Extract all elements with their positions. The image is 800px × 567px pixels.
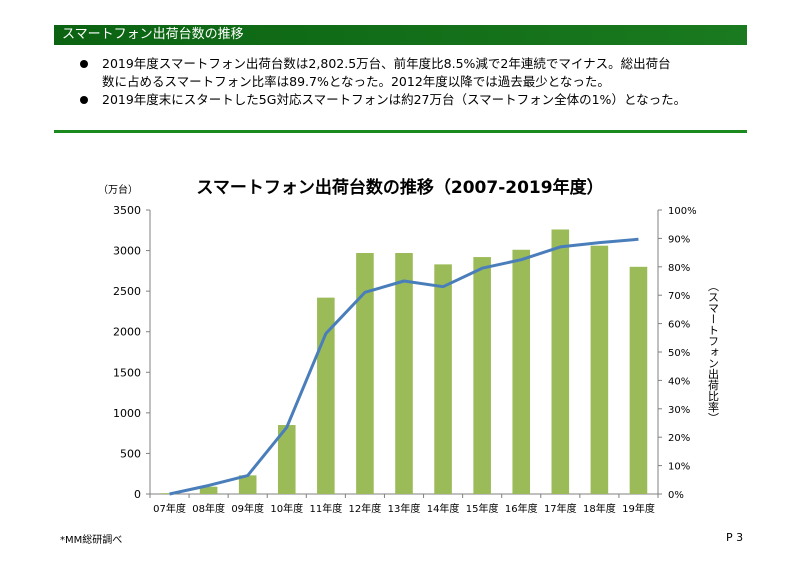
right-axis-label: （スマートフォン出荷比率） <box>707 281 720 424</box>
page-number: P 3 <box>726 531 744 544</box>
left-axis-tick-label: 1000 <box>113 407 141 420</box>
x-axis-tick-label: 19年度 <box>622 502 655 515</box>
bar <box>590 245 609 494</box>
bar <box>512 249 531 494</box>
right-axis-tick-label: 10% <box>668 462 690 473</box>
bar <box>395 253 413 494</box>
chart-title: スマートフォン出荷台数の推移（2007-2019年度） <box>196 177 603 198</box>
right-axis-tick-label: 40% <box>668 376 690 387</box>
left-axis-tick-label: 0 <box>134 488 141 501</box>
bullet-list: 2019年度スマートフォン出荷台数は2,802.5万台、前年度比8.5%減で2年… <box>80 55 760 109</box>
bar <box>277 425 296 494</box>
section-header-bar: スマートフォン出荷台数の推移 <box>54 25 747 45</box>
left-axis-tick-label: 3000 <box>113 245 141 258</box>
right-axis-tick-label: 70% <box>668 291 690 302</box>
left-axis-tick-label: 2500 <box>113 285 141 298</box>
right-axis-tick-label: 30% <box>668 405 690 416</box>
bullet-item: 2019年度末にスタートした5G対応スマートフォンは約27万台（スマートフォン全… <box>80 91 760 109</box>
right-axis-tick-label: 100% <box>668 206 697 217</box>
bar <box>473 257 491 494</box>
right-axis-tick-label: 80% <box>668 263 690 274</box>
bar <box>238 475 257 494</box>
bullet-dot-icon <box>80 96 88 104</box>
bar <box>551 229 570 494</box>
right-axis-tick-label: 50% <box>668 348 690 359</box>
right-axis-tick-label: 60% <box>668 320 690 331</box>
right-axis-tick-label: 0% <box>668 490 684 501</box>
left-axis-tick-label: 500 <box>120 447 141 460</box>
left-axis-tick-label: 3500 <box>113 204 141 217</box>
x-axis-tick-label: 07年度 <box>153 502 186 515</box>
x-axis-tick-label: 09年度 <box>231 502 264 515</box>
bullet-text-line: 2019年度末にスタートした5G対応スマートフォンは約27万台（スマートフォン全… <box>102 92 687 107</box>
bullet-dot-icon <box>80 60 88 68</box>
x-axis-tick-label: 10年度 <box>270 502 303 515</box>
bar <box>199 486 218 494</box>
bullet-text-line: 数に占めるスマートフォン比率は89.7%となった。2012年度以降では過去最少と… <box>102 74 610 89</box>
bar <box>434 264 452 494</box>
bar <box>356 253 374 494</box>
x-axis-tick-label: 12年度 <box>349 502 382 515</box>
left-axis-tick-label: 2000 <box>113 326 141 339</box>
x-axis-tick-label: 18年度 <box>583 502 616 515</box>
x-axis-tick-label: 16年度 <box>505 502 538 515</box>
x-axis-tick-label: 11年度 <box>309 502 342 515</box>
section-divider <box>54 130 747 133</box>
x-axis-tick-label: 08年度 <box>192 502 225 515</box>
source-note: *MM総研調べ <box>60 535 123 546</box>
bullet-item: 2019年度スマートフォン出荷台数は2,802.5万台、前年度比8.5%減で2年… <box>80 55 760 91</box>
bar <box>629 266 648 494</box>
x-axis-tick-label: 14年度 <box>427 502 460 515</box>
left-axis-tick-label: 1500 <box>113 366 141 379</box>
section-title: スマートフォン出荷台数の推移 <box>62 27 244 42</box>
right-axis-tick-label: 90% <box>668 234 690 245</box>
x-axis-tick-label: 15年度 <box>466 502 499 515</box>
x-axis-tick-label: 13年度 <box>388 502 421 515</box>
left-axis-unit: （万台） <box>98 183 138 196</box>
x-axis-tick-label: 17年度 <box>544 502 577 515</box>
right-axis-tick-label: 20% <box>668 433 690 444</box>
bullet-text-line: 2019年度スマートフォン出荷台数は2,802.5万台、前年度比8.5%減で2年… <box>102 56 671 71</box>
